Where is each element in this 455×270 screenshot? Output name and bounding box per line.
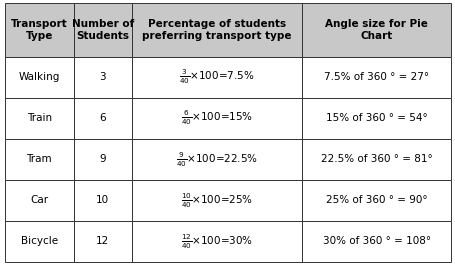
Bar	[131, 139, 301, 180]
Text: 15% of 360 ° = 54°: 15% of 360 ° = 54°	[325, 113, 426, 123]
Bar	[5, 221, 74, 262]
Text: Percentage of students
preferring transport type: Percentage of students preferring transp…	[142, 19, 291, 41]
Bar	[5, 139, 74, 180]
Text: 3: 3	[99, 72, 106, 82]
Text: 9: 9	[99, 154, 106, 164]
Text: 25% of 360 ° = 90°: 25% of 360 ° = 90°	[325, 195, 426, 205]
Text: 12: 12	[96, 236, 109, 247]
Bar	[131, 98, 301, 139]
Bar	[301, 3, 450, 57]
Bar	[5, 57, 74, 98]
Text: 22.5% of 360 ° = 81°: 22.5% of 360 ° = 81°	[320, 154, 431, 164]
Bar	[74, 57, 131, 98]
Bar	[131, 180, 301, 221]
Bar	[74, 180, 131, 221]
Bar	[5, 180, 74, 221]
Bar	[301, 98, 450, 139]
Bar	[131, 221, 301, 262]
Bar	[74, 221, 131, 262]
Bar	[301, 221, 450, 262]
Text: Tram: Tram	[26, 154, 52, 164]
Text: Train: Train	[26, 113, 51, 123]
Text: $\frac{3}{40}$$\times$100=7.5%: $\frac{3}{40}$$\times$100=7.5%	[179, 68, 254, 86]
Bar	[5, 98, 74, 139]
Text: Transport
Type: Transport Type	[11, 19, 67, 41]
Text: Number of
Students: Number of Students	[71, 19, 134, 41]
Bar	[301, 57, 450, 98]
Bar	[74, 3, 131, 57]
Bar	[5, 3, 74, 57]
Text: 6: 6	[99, 113, 106, 123]
Text: Car: Car	[30, 195, 48, 205]
Text: $\frac{6}{40}$$\times$100=15%: $\frac{6}{40}$$\times$100=15%	[180, 109, 253, 127]
Text: Angle size for Pie
Chart: Angle size for Pie Chart	[324, 19, 427, 41]
Bar	[301, 139, 450, 180]
Text: $\frac{9}{40}$$\times$100=22.5%: $\frac{9}{40}$$\times$100=22.5%	[175, 150, 258, 168]
Text: 10: 10	[96, 195, 109, 205]
Bar	[74, 98, 131, 139]
Text: Walking: Walking	[19, 72, 60, 82]
Bar	[131, 57, 301, 98]
Text: 30% of 360 ° = 108°: 30% of 360 ° = 108°	[322, 236, 430, 247]
Bar	[301, 180, 450, 221]
Text: $\frac{10}{40}$$\times$100=25%: $\frac{10}{40}$$\times$100=25%	[180, 191, 253, 210]
Text: 7.5% of 360 ° = 27°: 7.5% of 360 ° = 27°	[324, 72, 428, 82]
Text: Bicycle: Bicycle	[20, 236, 58, 247]
Bar	[74, 139, 131, 180]
Text: $\frac{12}{40}$$\times$100=30%: $\frac{12}{40}$$\times$100=30%	[180, 232, 253, 251]
Bar	[131, 3, 301, 57]
